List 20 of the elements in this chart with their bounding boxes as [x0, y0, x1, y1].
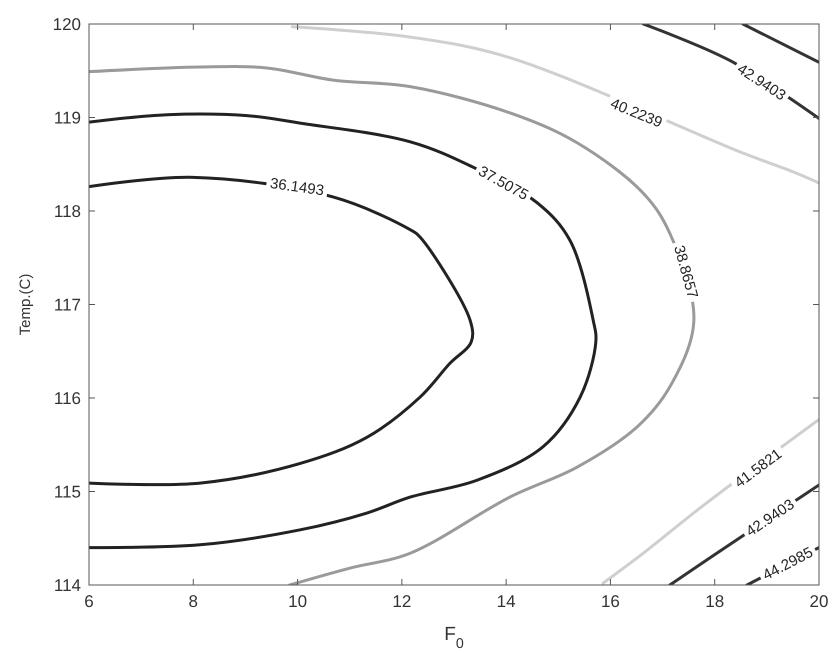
x-tick-label: 10: [288, 592, 308, 611]
x-tick-label: 12: [392, 592, 412, 611]
y-tick-label: 115: [54, 482, 81, 502]
y-tick-label: 118: [54, 202, 81, 221]
x-tick-label: 8: [188, 592, 198, 611]
y-tick-label: 119: [54, 108, 81, 128]
x-axis-title: F$_{0}$: [444, 624, 464, 652]
x-tick-label: 6: [84, 592, 94, 611]
y-tick-label: 117: [54, 296, 81, 314]
line-series: [89, 112, 598, 550]
y-tick-label: 116: [54, 389, 81, 408]
y-axis-title: Temp.(C): [17, 274, 34, 336]
annotation: 38.8657: [670, 244, 701, 300]
annotation: 36.1493: [268, 174, 326, 200]
y-tick-label: 114: [54, 576, 81, 595]
x-tick-label: 16: [600, 592, 620, 611]
y-tick-label: 120: [52, 15, 81, 34]
x-tick-label: 18: [705, 592, 724, 611]
x-tick-label: 14: [496, 592, 516, 611]
x-tick-label: 20: [810, 592, 828, 611]
